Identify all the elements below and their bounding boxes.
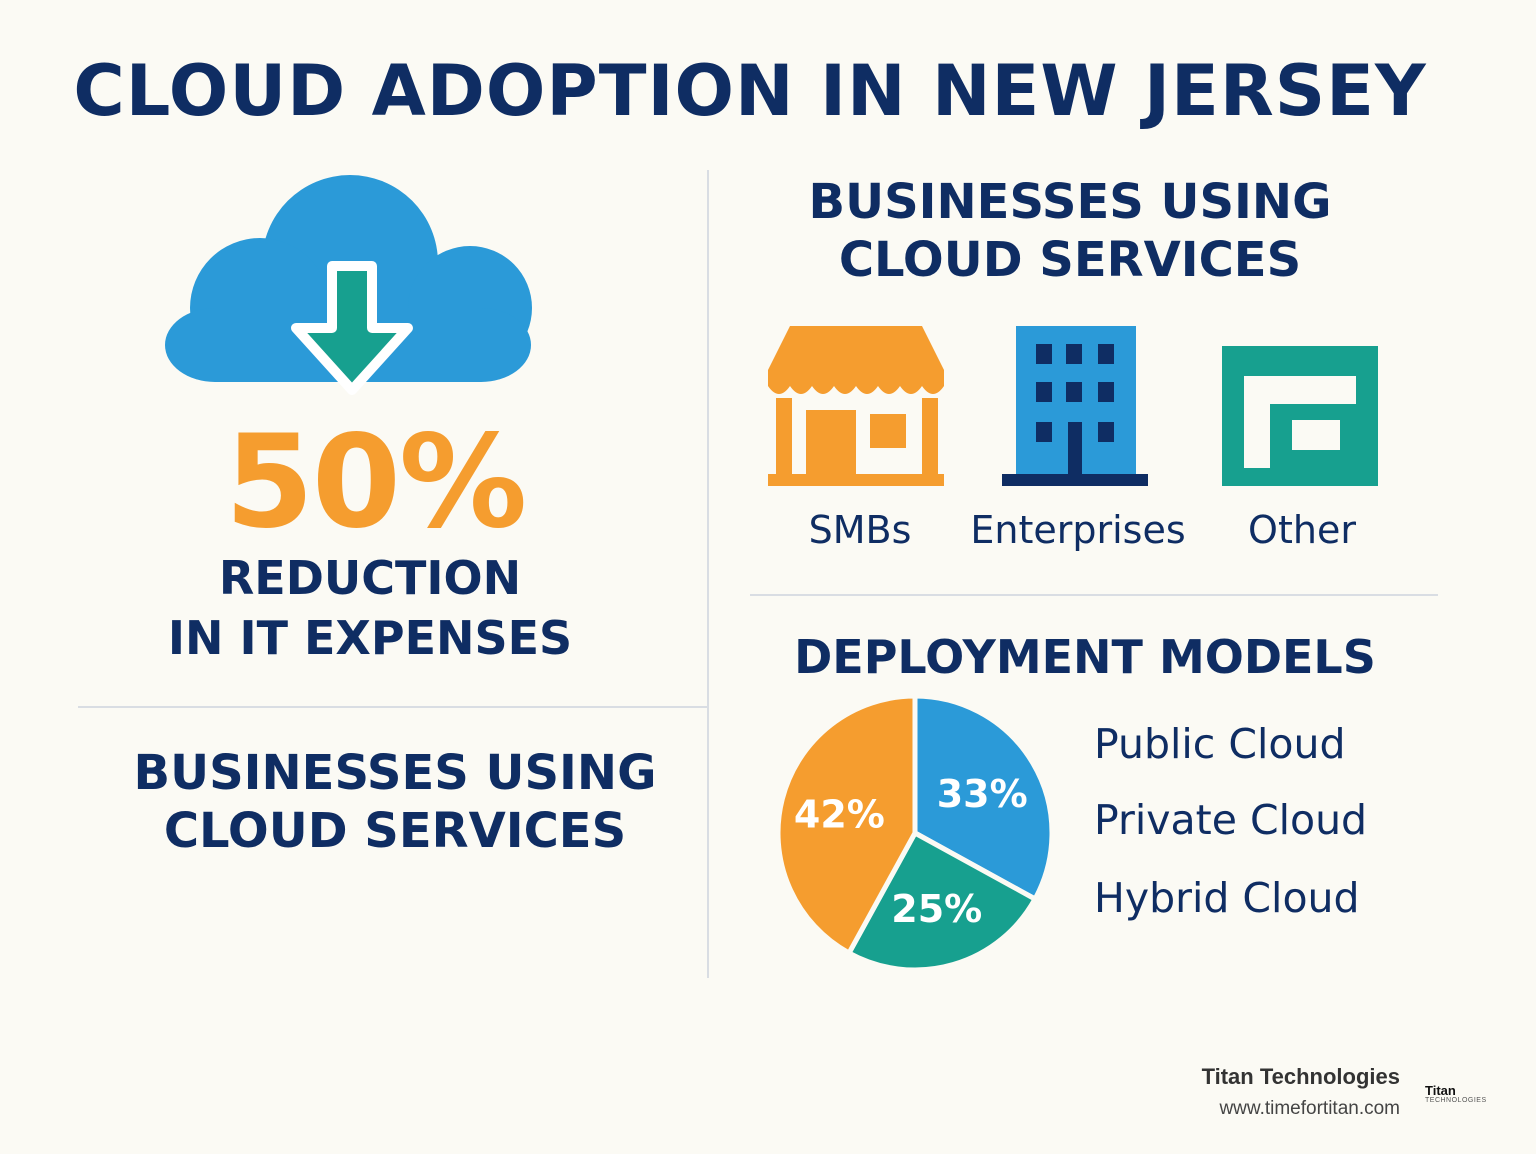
page-title: CLOUD ADOPTION IN NEW JERSEY [73, 50, 1427, 132]
expense-reduction-value: 50% [224, 408, 527, 557]
right-horizontal-divider [750, 594, 1438, 596]
right-heading-line-2: CLOUD SERVICES [838, 232, 1302, 288]
legend-public-cloud: Public Cloud [1094, 720, 1346, 768]
business-type-smbs-label: SMBs [808, 508, 912, 552]
pie-slice-label: 42% [794, 793, 885, 837]
right-heading-line-1: BUSINESSES USING [808, 174, 1332, 230]
expense-reduction-label: REDUCTION IN IT EXPENSES [120, 548, 620, 668]
titan-logo: Titan TECHNOLOGIES [1425, 1084, 1487, 1105]
pie-slice-label: 33% [937, 772, 1028, 816]
stat-label-line-1: REDUCTION [218, 551, 522, 605]
pie-slice-public [912, 693, 1055, 902]
pie-slice-hybrid [775, 693, 918, 956]
pie-slice-label: 25% [891, 887, 982, 931]
logo-line-1: Titan [1425, 1083, 1456, 1098]
left-horizontal-divider [78, 706, 708, 708]
shop-building-icon [1222, 346, 1378, 486]
legend-hybrid-cloud: Hybrid Cloud [1094, 874, 1360, 922]
footer-company-name: Titan Technologies [1201, 1064, 1400, 1089]
office-building-icon [1002, 326, 1148, 486]
vertical-divider [707, 170, 709, 978]
business-type-other-label: Other [1248, 508, 1356, 552]
deployment-models-heading: DEPLOYMENT MODELS [794, 630, 1376, 684]
left-heading-line-2: CLOUD SERVICES [163, 803, 627, 859]
left-heading-line-1: BUSINESSES USING [133, 745, 657, 801]
stat-label-line-2: IN IT EXPENSES [167, 611, 573, 665]
right-section-heading: BUSINESSES USING CLOUD SERVICES [760, 173, 1380, 289]
business-type-enterprises-label: Enterprises [970, 508, 1186, 552]
pie-slice-private [846, 830, 1038, 973]
deployment-pie-chart: 33% 25% 42% [775, 693, 1055, 973]
logo-line-2: TECHNOLOGIES [1425, 1097, 1487, 1104]
legend-private-cloud: Private Cloud [1094, 796, 1368, 844]
left-section-heading: BUSINESSES USING CLOUD SERVICES [95, 744, 695, 860]
cloud-download-icon [165, 175, 532, 395]
footer-website: www.timefortitan.com [1219, 1098, 1400, 1119]
storefront-icon [768, 326, 944, 486]
